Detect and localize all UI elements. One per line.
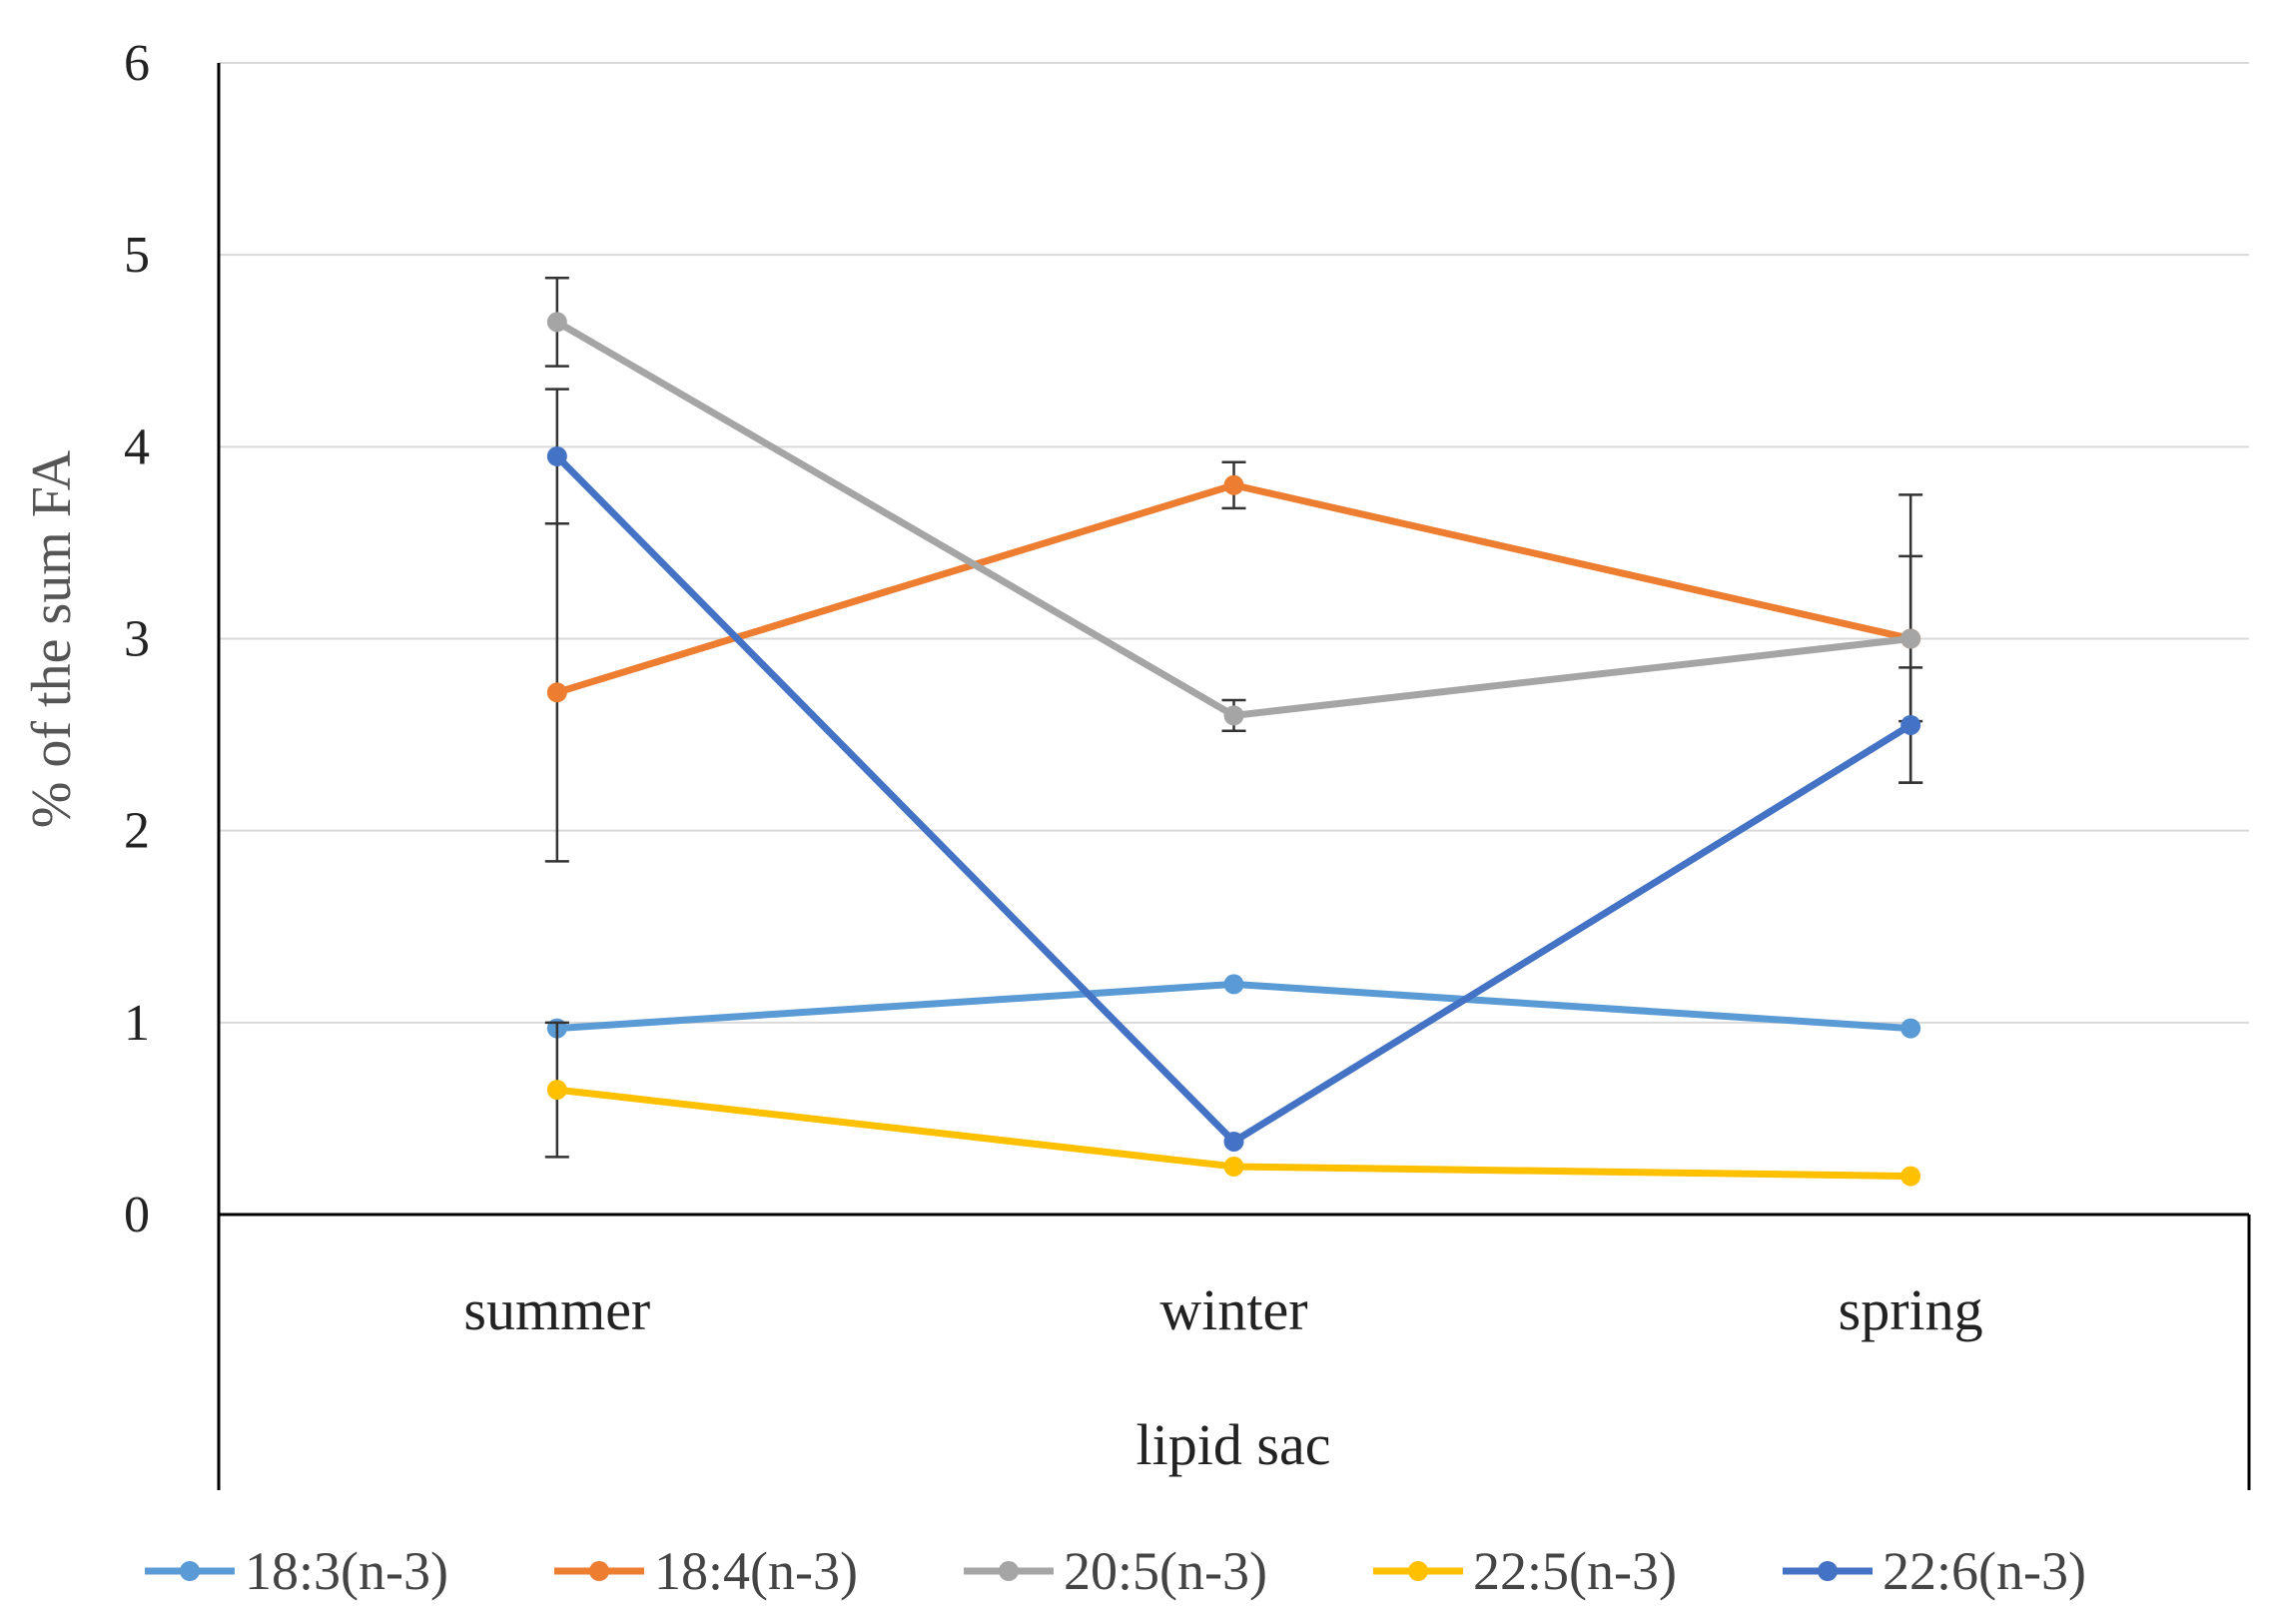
legend-item-20:5(n-3): 20:5(n-3) [964,1541,1267,1601]
series-line-20:5(n-3) [553,318,1914,719]
x-category-labels: summer winter spring [463,1277,1982,1342]
series-20:5(n-3) [544,276,1923,784]
series-18:3(n-3) [546,974,1921,1039]
legend-label: 20:5(n-3) [1064,1541,1267,1601]
x-category-label-winter: winter [1159,1277,1307,1342]
series-layer [544,276,1923,1187]
y-axis-title: % of the sum FA [21,449,83,828]
x-category-label-spring: spring [1839,1277,1983,1342]
legend-label: 18:3(n-3) [245,1541,448,1601]
y-tick-labels: 0 1 2 3 4 5 6 [124,35,150,1243]
legend-swatch-marker [180,1561,200,1581]
data-point-18:3(n-3)-spring [1900,1018,1921,1039]
data-point-22:5(n-3)-summer [546,1080,567,1101]
legend-label: 22:5(n-3) [1473,1541,1677,1601]
y-tick-label: 6 [124,35,150,92]
legend-swatch-marker [589,1561,609,1581]
y-tick-label: 2 [124,803,150,860]
x-category-label-summer: summer [463,1277,650,1342]
x-axis-title: lipid sac [1136,1412,1331,1477]
gridlines [219,62,2249,1024]
legend-item-18:4(n-3): 18:4(n-3) [554,1541,858,1601]
legend: 18:3(n-3) 18:4(n-3) 20:5(n-3) 22:5(n-3) 22:6… [145,1541,2086,1601]
legend-label: 18:4(n-3) [654,1541,858,1601]
data-point-18:4(n-3)-summer [546,682,567,703]
data-point-20:5(n-3)-summer [546,312,567,333]
series-22:5(n-3) [544,1021,1921,1187]
data-point-22:6(n-3)-summer [546,445,567,466]
data-point-18:4(n-3)-winter [1223,474,1244,495]
legend-item-18:3(n-3): 18:3(n-3) [145,1541,448,1601]
legend-swatch-marker [999,1561,1019,1581]
legend-label: 22:6(n-3) [1883,1541,2086,1601]
data-point-18:3(n-3)-winter [1223,974,1244,995]
legend-swatch-marker [1408,1561,1428,1581]
data-point-20:5(n-3)-winter [1223,705,1244,726]
y-tick-label: 5 [124,227,150,284]
y-tick-label: 4 [124,418,150,475]
series-line-22:6(n-3) [553,452,1914,1146]
y-tick-label: 1 [124,995,150,1052]
series-22:6(n-3) [544,388,1923,1152]
data-point-22:5(n-3)-spring [1900,1166,1921,1187]
data-point-22:6(n-3)-spring [1900,714,1921,735]
data-point-22:5(n-3)-winter [1223,1156,1244,1177]
data-point-20:5(n-3)-spring [1900,628,1921,649]
legend-item-22:6(n-3): 22:6(n-3) [1783,1541,2086,1601]
y-tick-label: 3 [124,611,150,668]
legend-item-22:5(n-3): 22:5(n-3) [1373,1541,1677,1601]
legend-swatch-marker [1818,1561,1838,1581]
y-tick-label: 0 [124,1187,150,1243]
data-point-22:6(n-3)-winter [1223,1131,1244,1152]
